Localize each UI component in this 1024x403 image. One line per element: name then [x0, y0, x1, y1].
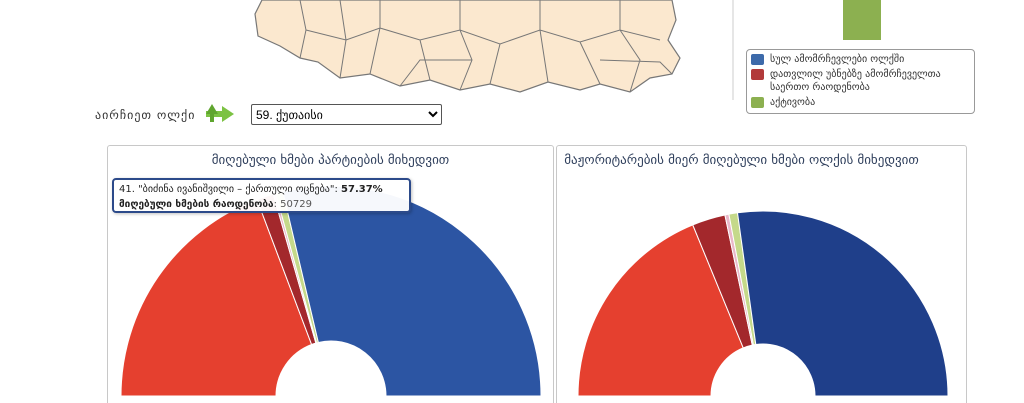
- tooltip-votes-label: მიღებული ხმების რაოდენობა: [119, 199, 274, 210]
- arrow-icon: [206, 104, 234, 122]
- legend-item: სულ ამომრჩევლები ოლქში: [751, 53, 970, 66]
- legend-label: სულ ამომრჩევლები ოლქში: [770, 54, 905, 65]
- legend-swatch: [751, 69, 764, 80]
- chart: [120, 185, 542, 397]
- pie-slice: [120, 198, 313, 397]
- pie-slice: [577, 224, 744, 397]
- legend-label: აქტივობა: [770, 97, 816, 108]
- legend-label: დათვლილ უბნებზე ამომრჩეველთა საერთო რაოდ…: [770, 69, 941, 93]
- tooltip-title: 41. "ბიძინა ივანიშვილი – ქართული ოცნება"…: [119, 184, 338, 195]
- map-area: [206, 0, 881, 122]
- select-label: აირჩიეთ ოლქი: [95, 108, 196, 122]
- tooltip: 41. "ბიძინა ივანიშვილი – ქართული ოცნება"…: [112, 178, 411, 213]
- tooltip-percent: 57.37%: [341, 184, 383, 195]
- chart: [577, 210, 949, 397]
- chart-panel: მაჟორიტარების მიერ მიღებული ხმები ოლქის …: [556, 145, 967, 403]
- bar-fragment: [843, 0, 881, 40]
- legend-swatch: [751, 54, 764, 65]
- chart-title: მაჟორიტარების მიერ მიღებული ხმები ოლქის …: [564, 153, 919, 168]
- pie-slice: [282, 185, 542, 397]
- legend-item: აქტივობა: [751, 96, 970, 109]
- map: [254, 0, 681, 93]
- legend-item: დათვლილ უბნებზე ამომრჩეველთა საერთო რაოდ…: [751, 68, 970, 94]
- legend-swatch: [751, 97, 764, 108]
- chart-title: მიღებული ხმები პარტიების მიხედვით: [211, 153, 450, 168]
- tooltip-votes: : 50729: [273, 199, 312, 210]
- pie-slice: [736, 210, 949, 397]
- district-select[interactable]: 59. ქუთაისი: [251, 104, 442, 125]
- legend: სულ ამომრჩევლები ოლქში დათვლილ უბნებზე ამ…: [746, 49, 975, 114]
- map-borders: [299, 0, 673, 93]
